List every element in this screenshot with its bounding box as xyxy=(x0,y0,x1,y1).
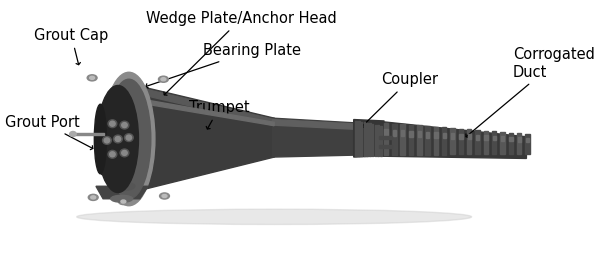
Bar xyxy=(434,127,438,155)
Bar xyxy=(369,123,371,156)
Bar xyxy=(526,134,530,154)
Bar xyxy=(484,135,488,140)
Ellipse shape xyxy=(87,75,97,81)
Bar xyxy=(372,124,373,156)
Polygon shape xyxy=(145,88,274,189)
Bar xyxy=(379,145,392,148)
Polygon shape xyxy=(147,100,274,126)
Ellipse shape xyxy=(118,198,128,205)
Bar xyxy=(385,129,388,136)
Bar xyxy=(484,131,488,154)
Ellipse shape xyxy=(109,182,135,191)
Bar xyxy=(459,129,463,154)
Ellipse shape xyxy=(122,150,127,155)
Bar xyxy=(366,123,368,156)
Ellipse shape xyxy=(120,149,129,157)
Ellipse shape xyxy=(126,135,131,140)
Ellipse shape xyxy=(161,78,166,81)
Ellipse shape xyxy=(122,123,127,128)
Ellipse shape xyxy=(114,114,136,170)
Ellipse shape xyxy=(108,120,117,128)
Text: Wedge Plate/Anchor Head: Wedge Plate/Anchor Head xyxy=(146,11,337,95)
Bar xyxy=(517,133,521,154)
Ellipse shape xyxy=(88,194,98,200)
Polygon shape xyxy=(383,122,526,158)
Ellipse shape xyxy=(89,76,95,80)
Ellipse shape xyxy=(110,121,115,126)
Bar xyxy=(377,125,379,156)
Ellipse shape xyxy=(160,193,169,199)
Bar xyxy=(518,137,521,142)
Ellipse shape xyxy=(110,152,115,157)
Bar xyxy=(475,130,480,154)
Ellipse shape xyxy=(97,86,139,193)
Bar xyxy=(434,132,437,138)
Bar xyxy=(476,135,479,140)
Polygon shape xyxy=(147,90,274,126)
Bar xyxy=(384,123,388,155)
Bar xyxy=(374,125,376,156)
Polygon shape xyxy=(353,120,384,157)
Ellipse shape xyxy=(158,76,169,82)
Bar xyxy=(393,130,396,136)
Bar xyxy=(418,131,421,137)
Bar xyxy=(401,130,404,136)
Ellipse shape xyxy=(94,104,106,174)
Ellipse shape xyxy=(70,131,76,136)
Bar xyxy=(361,122,362,156)
Ellipse shape xyxy=(115,136,121,142)
Text: Corrogated
Duct: Corrogated Duct xyxy=(466,47,595,137)
Bar xyxy=(400,124,405,155)
Polygon shape xyxy=(272,118,355,157)
Bar xyxy=(355,121,357,156)
Bar xyxy=(409,125,413,155)
Ellipse shape xyxy=(108,150,117,158)
Polygon shape xyxy=(272,120,355,129)
Bar xyxy=(509,133,513,154)
Bar xyxy=(392,123,397,155)
Bar xyxy=(364,122,365,156)
Bar xyxy=(426,132,429,138)
Ellipse shape xyxy=(103,72,155,206)
Bar xyxy=(380,126,382,156)
Bar xyxy=(451,128,455,155)
Bar xyxy=(509,137,512,141)
Text: Bearing Plate: Bearing Plate xyxy=(146,43,301,88)
Ellipse shape xyxy=(107,79,151,199)
Bar xyxy=(358,121,360,156)
Ellipse shape xyxy=(124,134,133,142)
Bar xyxy=(492,131,496,154)
Bar xyxy=(467,134,471,139)
Bar xyxy=(409,131,413,137)
Bar xyxy=(500,132,505,154)
Bar xyxy=(459,134,463,139)
Bar xyxy=(442,127,446,155)
Bar xyxy=(425,126,430,155)
Ellipse shape xyxy=(77,209,472,225)
Text: Grout Port: Grout Port xyxy=(5,115,93,150)
Text: Trumpet: Trumpet xyxy=(189,100,250,129)
Bar xyxy=(493,136,496,140)
Polygon shape xyxy=(96,186,148,199)
Bar xyxy=(417,125,422,155)
Text: Coupler: Coupler xyxy=(361,72,438,127)
Polygon shape xyxy=(101,104,118,174)
Bar xyxy=(467,130,472,154)
Bar xyxy=(74,133,104,135)
Ellipse shape xyxy=(111,195,133,202)
Bar xyxy=(451,133,454,139)
Bar xyxy=(379,136,392,139)
Ellipse shape xyxy=(121,200,126,203)
Ellipse shape xyxy=(120,121,129,129)
Ellipse shape xyxy=(162,195,167,198)
Ellipse shape xyxy=(103,136,112,144)
Ellipse shape xyxy=(104,138,110,143)
Bar xyxy=(526,138,529,142)
Bar xyxy=(501,136,504,141)
Ellipse shape xyxy=(91,196,95,199)
Ellipse shape xyxy=(113,135,122,143)
Bar xyxy=(443,133,446,138)
Text: Grout Cap: Grout Cap xyxy=(34,28,109,65)
